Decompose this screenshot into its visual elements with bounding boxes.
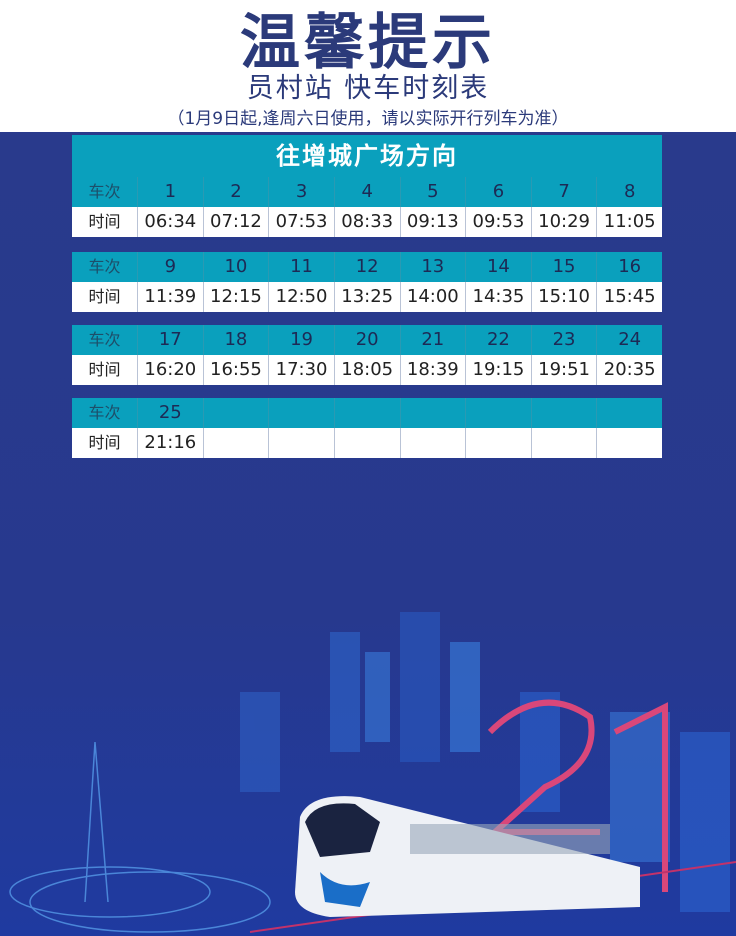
- number-21-graphic: [487, 699, 668, 892]
- time-row: 时间 11:39 12:15 12:50 13:25 14:00 14:35 15:10 15:…: [72, 282, 662, 312]
- train-number: 3: [268, 177, 334, 207]
- departure-time: 08:33: [333, 207, 400, 237]
- train-number: 14: [465, 252, 531, 282]
- train-number: 11: [268, 252, 334, 282]
- row-label: 时间: [88, 287, 121, 306]
- departure-time: 19:51: [530, 355, 597, 385]
- time-row: 时间 06:34 07:12 07:53 08:33 09:13 09:53 10:29 11:…: [72, 207, 662, 237]
- train-number: 9: [137, 252, 203, 282]
- departure-time: [268, 428, 334, 458]
- train: [295, 796, 640, 917]
- train-number: 12: [333, 252, 400, 282]
- train-number: 16: [596, 252, 662, 282]
- train-number: [202, 398, 269, 428]
- page-title: 温馨提示: [240, 8, 496, 78]
- train-number: 8: [596, 177, 662, 207]
- train-number: 6: [465, 177, 531, 207]
- train-number: 23: [530, 325, 597, 355]
- train-number: 22: [465, 325, 531, 355]
- train-number: [333, 398, 400, 428]
- departure-time: 18:05: [333, 355, 400, 385]
- departure-time: 09:13: [399, 207, 466, 237]
- departure-time: 10:29: [530, 207, 597, 237]
- train-number: 2: [202, 177, 269, 207]
- usage-note: （1月9日起,逢周六日使用，请以实际开行列车为准）: [167, 109, 569, 129]
- row-label: 车次: [88, 182, 121, 201]
- train-number: 15: [530, 252, 597, 282]
- header: 温馨提示 员村站 快车时刻表 （1月9日起,逢周六日使用，请以实际开行列车为准）: [0, 0, 736, 132]
- departure-time: 15:45: [596, 282, 662, 312]
- departure-time: 14:35: [465, 282, 531, 312]
- timetable-block: 车次 9 10 11 12 13 14 15 16 时间 11:39 12:15 12:50 13:25 1…: [72, 252, 662, 312]
- departure-time: 12:50: [268, 282, 334, 312]
- row-label: 时间: [88, 433, 121, 452]
- train-number: [465, 398, 531, 428]
- departure-time: 18:39: [399, 355, 466, 385]
- row-label: 车次: [88, 330, 121, 349]
- departure-time: 12:15: [202, 282, 269, 312]
- departure-time: 11:39: [137, 282, 203, 312]
- building-blocks: [240, 612, 730, 912]
- timetable-block: 车次 17 18 19 20 21 22 23 24 时间 16:20 16:55 17:30 18:05…: [72, 325, 662, 385]
- train-number: 7: [530, 177, 597, 207]
- departure-time: 11:05: [596, 207, 662, 237]
- departure-time: 07:53: [268, 207, 334, 237]
- departure-time: [333, 428, 400, 458]
- train-number: [399, 398, 466, 428]
- train-number: 5: [399, 177, 466, 207]
- train-number: 18: [202, 325, 269, 355]
- timetable-block: 车次 1 2 3 4 5 6 7 8 时间 06:34 07:12 07:53 08:33 09:13 09:…: [72, 177, 662, 237]
- time-row: 时间 21:16: [72, 428, 662, 458]
- train-number-row: 车次 9 10 11 12 13 14 15 16: [72, 252, 662, 282]
- train-number-row: 车次 25: [72, 398, 662, 428]
- departure-time: [596, 428, 662, 458]
- direction-header: 往增城广场方向: [72, 135, 662, 177]
- departure-time: 15:10: [530, 282, 597, 312]
- train-number: 17: [137, 325, 203, 355]
- time-row: 时间 16:20 16:55 17:30 18:05 18:39 19:15 19:51 20:…: [72, 355, 662, 385]
- departure-time: 13:25: [333, 282, 400, 312]
- departure-time: [530, 428, 597, 458]
- train-illustration: [9, 612, 736, 933]
- departure-time: 19:15: [465, 355, 531, 385]
- row-label: 车次: [88, 403, 121, 422]
- train-number: [596, 398, 662, 428]
- train-number: 4: [333, 177, 400, 207]
- train-number-row: 车次 17 18 19 20 21 22 23 24: [72, 325, 662, 355]
- departure-time: 20:35: [596, 355, 662, 385]
- departure-time: 06:34: [137, 207, 203, 237]
- train-number: 20: [333, 325, 400, 355]
- timetable-block: 车次 25 时间 21:16: [72, 398, 662, 458]
- departure-time: 16:20: [137, 355, 203, 385]
- train-number: 19: [268, 325, 334, 355]
- row-label: 时间: [88, 212, 121, 231]
- departure-time: 17:30: [268, 355, 334, 385]
- departure-time: [202, 428, 269, 458]
- train-number: 1: [137, 177, 203, 207]
- departure-time: 16:55: [202, 355, 269, 385]
- train-number: 10: [202, 252, 269, 282]
- train-number: [268, 398, 334, 428]
- departure-time: 21:16: [137, 428, 203, 458]
- page-subtitle: 员村站 快车时刻表: [246, 73, 490, 104]
- departure-time: 14:00: [399, 282, 466, 312]
- train-number: [530, 398, 597, 428]
- row-label: 时间: [88, 360, 121, 379]
- departure-time: 07:12: [202, 207, 269, 237]
- train-number: 25: [137, 398, 203, 428]
- departure-time: 09:53: [465, 207, 531, 237]
- row-label: 车次: [88, 257, 121, 276]
- departure-time: [399, 428, 466, 458]
- train-number: 13: [399, 252, 466, 282]
- train-number-row: 车次 1 2 3 4 5 6 7 8: [72, 177, 662, 207]
- train-number: 24: [596, 325, 662, 355]
- departure-time: [465, 428, 531, 458]
- tower-outline: [9, 741, 271, 933]
- train-number: 21: [399, 325, 466, 355]
